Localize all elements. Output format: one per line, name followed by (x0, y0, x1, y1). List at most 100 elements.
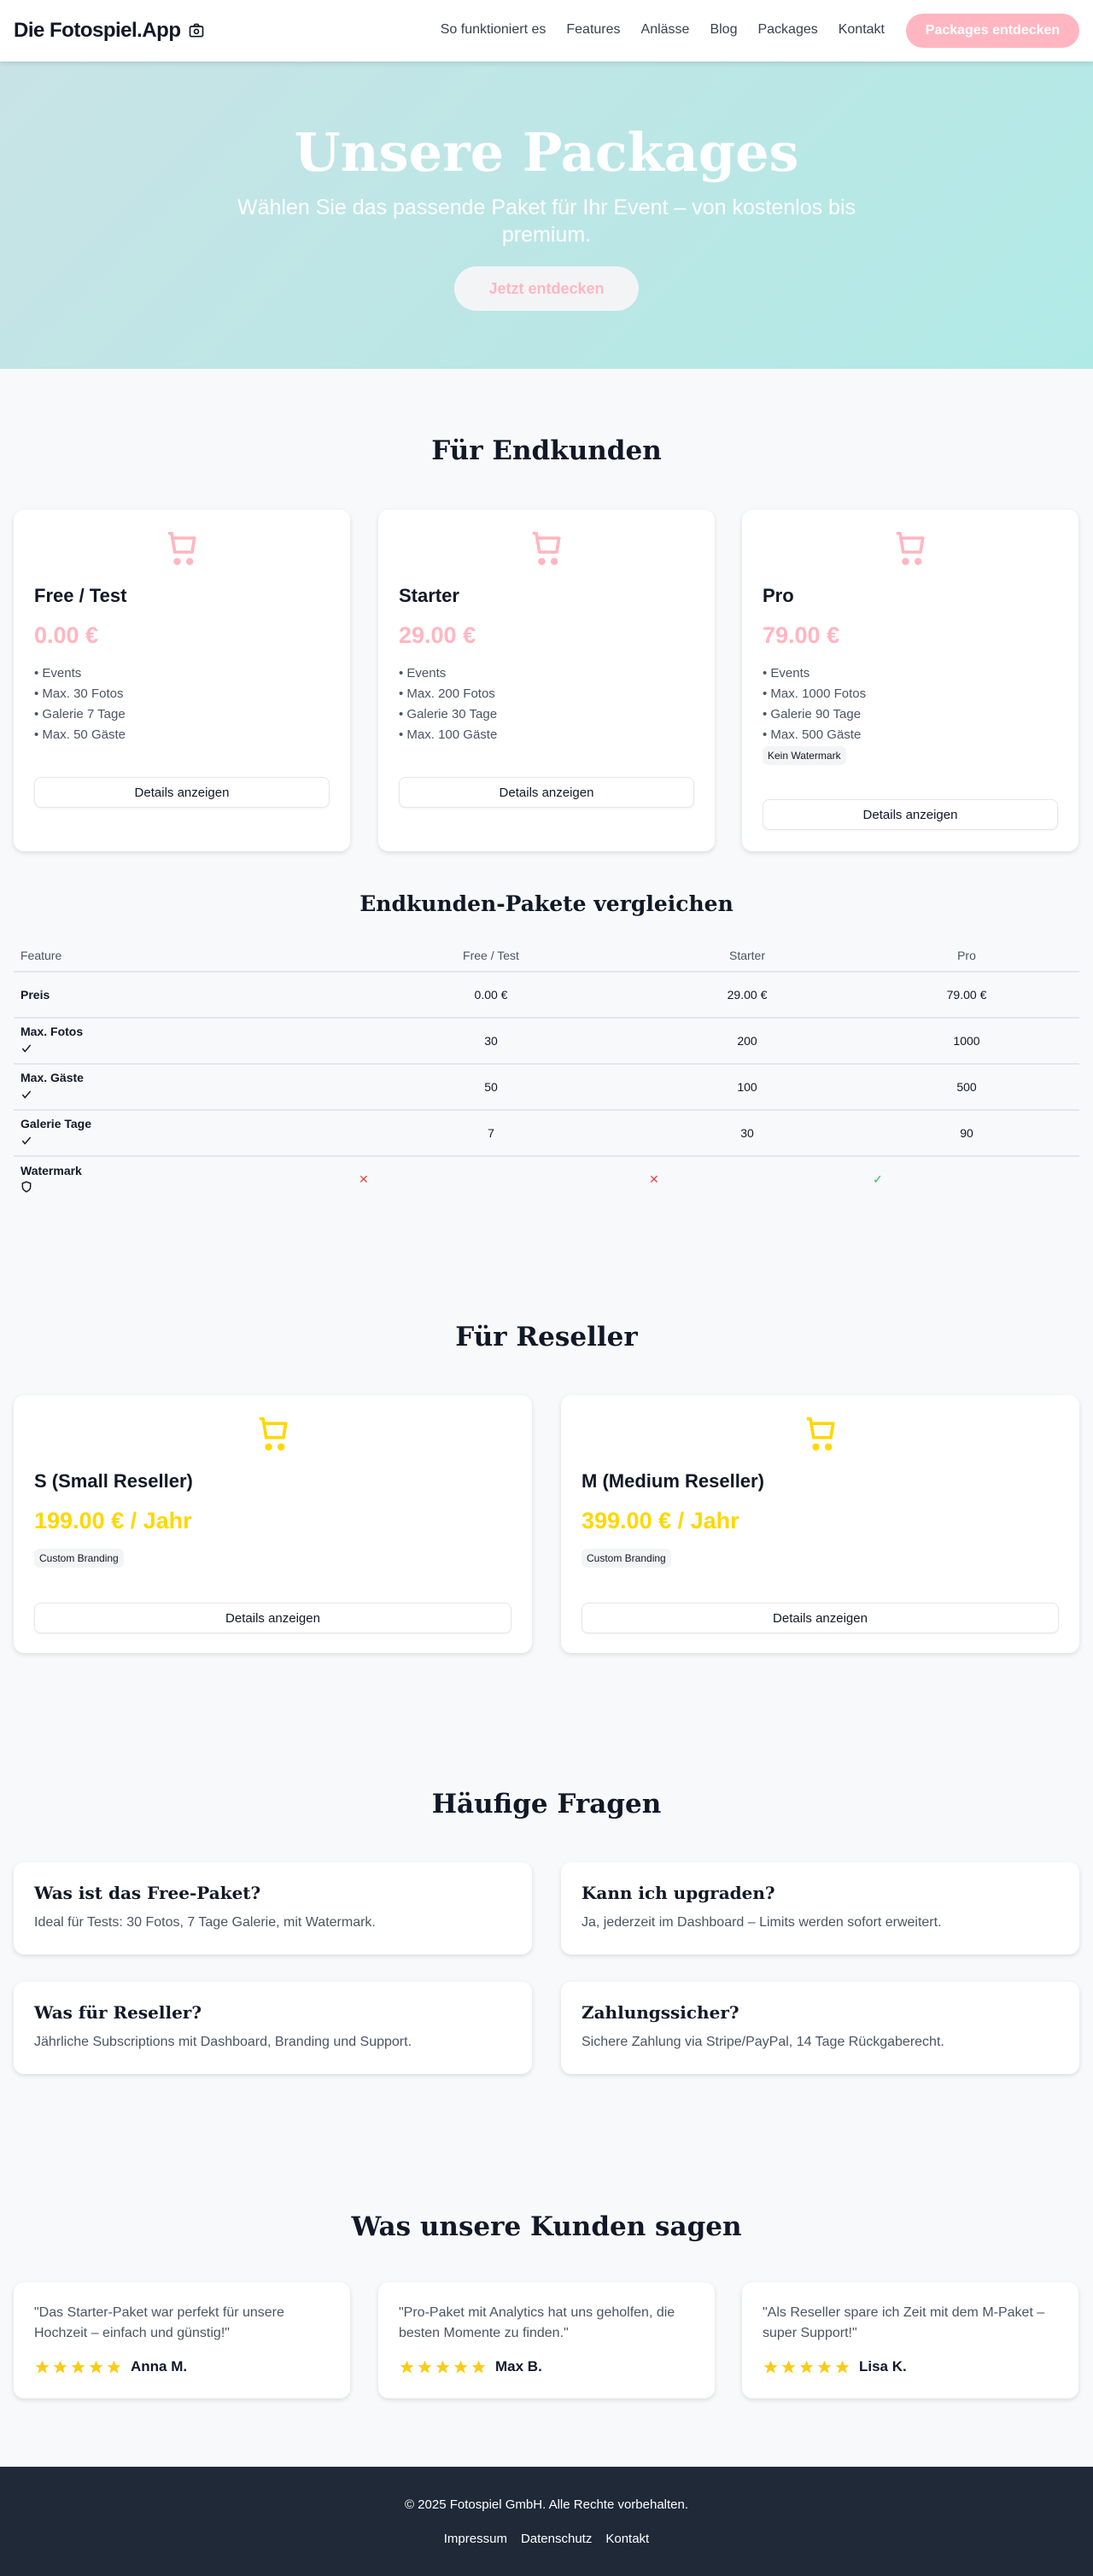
testimonial-author: Lisa K. (859, 2358, 907, 2374)
nav-packages[interactable]: Packages (757, 22, 818, 37)
faq-heading: Häufige Fragen (431, 1789, 662, 1820)
feature-item: • Max. 30 Fotos (34, 686, 124, 701)
feature-text: Max. 500 Gäste (770, 727, 862, 742)
package-card: Starter 29.00 € • Events • Max. 200 Fotos • … (378, 510, 715, 851)
cart-icon (259, 1417, 287, 1451)
faq-question: Kann ich upgraden? (582, 1883, 775, 1903)
logo[interactable]: Die Fotospiel.App (14, 19, 205, 43)
package-name: S (Small Reseller) (34, 1470, 193, 1492)
footer-link-kontakt[interactable]: Kontakt (605, 2532, 650, 2546)
jetzt-entdecken-button[interactable]: Jetzt entdecken (454, 266, 639, 311)
testimonials-heading: Was unsere Kunden sagen (351, 2211, 742, 2242)
star-icon (418, 2360, 432, 2374)
feature-item: • Galerie 90 Tage (763, 707, 862, 721)
faq-item: Was für Reseller? Jährliche Subscriptions… (14, 1982, 532, 2074)
nav-kontakt[interactable]: Kontakt (838, 22, 885, 37)
package-price: 399.00 € / Jahr (582, 1508, 739, 1533)
nav-so-funktioniert-es[interactable]: So funktioniert es (440, 22, 546, 37)
faq-question: Was ist das Free-Paket? (34, 1883, 261, 1903)
feature-text: Galerie 7 Tage (42, 707, 126, 721)
row-label: Max. Gäste (14, 1064, 342, 1111)
feature-text: Galerie 30 Tage (406, 707, 498, 721)
star-icon (400, 2360, 414, 2374)
star-icon (435, 2360, 450, 2374)
details-button[interactable]: Details anzeigen (399, 777, 694, 808)
main-nav: So funktioniert es Features Anlässe Blog… (441, 22, 885, 38)
star-icon (817, 2360, 832, 2374)
hero: Unsere Packages Wählen Sie das passende … (0, 61, 1093, 369)
package-name: Starter (399, 585, 459, 606)
compare-heading: Endkunden-Pakete vergleichen (359, 891, 734, 916)
faq-answer: Ja, jederzeit im Dashboard – Limits werd… (582, 1915, 942, 1930)
feature-item: • Max. 100 Gäste (399, 727, 498, 742)
row-label: Max. Fotos (14, 1018, 342, 1065)
row-label-text: Watermark (20, 1163, 82, 1177)
feature-text: Max. 200 Fotos (406, 686, 495, 701)
cart-icon (532, 531, 561, 565)
star-icon (71, 2360, 85, 2374)
package-price: 29.00 € (399, 622, 476, 648)
reseller-card: M (Medium Reseller) 399.00 € / Jahr Custom… (561, 1395, 1079, 1653)
feature-text: Max. 50 Gäste (42, 727, 126, 742)
package-card: Pro 79.00 € • Events • Max. 1000 Fotos • Gal… (742, 510, 1078, 851)
faq-answer: Sichere Zahlung via Stripe/PayPal, 14 Ta… (582, 2035, 944, 2049)
star-icon (453, 2360, 468, 2374)
details-button[interactable]: Details anzeigen (763, 799, 1058, 830)
footer: © 2025 Fotospiel GmbH. Alle Rechte vorbe… (0, 2467, 1093, 2576)
star-icon (781, 2360, 796, 2374)
compare-row: Preis 0.00 €29.00 €79.00 € (14, 972, 1079, 1019)
cart-icon (806, 1417, 834, 1451)
cart-icon (896, 531, 925, 565)
details-button[interactable]: Details anzeigen (582, 1603, 1059, 1633)
package-card: Free / Test 0.00 € • Events • Max. 30 Fotos… (14, 510, 350, 851)
hero-subtitle: Wählen Sie das passende Paket für Ihr Ev… (237, 196, 856, 247)
row-label: Watermark (14, 1156, 342, 1202)
col-pro: Pro (854, 939, 1079, 973)
compare-table: Feature Free / Test Starter Pro Preis 0.0… (14, 939, 1079, 1202)
cell-value: 50 (342, 1064, 640, 1111)
feature-badge: Custom Branding (582, 1549, 671, 1568)
packages-entdecken-button[interactable]: Packages entdecken (906, 14, 1079, 48)
feature-item: • Galerie 30 Tage (399, 707, 498, 721)
star-icon (763, 2360, 778, 2374)
testimonial-author: Max B. (495, 2358, 542, 2374)
nav-anlaesse[interactable]: Anlässe (640, 22, 690, 37)
nav-features[interactable]: Features (566, 22, 621, 37)
x-mark: ✕ (649, 1172, 659, 1186)
star-icon (35, 2360, 50, 2374)
details-button[interactable]: Details anzeigen (34, 1603, 511, 1633)
site-header: Die Fotospiel.App So funktioniert es Fea… (0, 0, 1093, 61)
footer-link-impressum[interactable]: Impressum (443, 2532, 507, 2546)
star-icon (89, 2360, 103, 2374)
faq-question: Zahlungssicher? (582, 2002, 739, 2023)
compare-row: Galerie Tage 7 30 90 (14, 1110, 1079, 1157)
cell-value: 1000 (854, 1018, 1079, 1065)
row-label-text: Preis (20, 988, 50, 1002)
feature-item: • Max. 200 Fotos (399, 686, 495, 701)
star-rating: Lisa K. (763, 2358, 907, 2375)
col-free: Free / Test (342, 939, 640, 973)
check-icon (21, 1090, 32, 1099)
star-icon (835, 2360, 850, 2374)
cart-icon (167, 531, 196, 565)
star-rating: Max B. (399, 2358, 542, 2375)
copyright: © 2025 Fotospiel GmbH. Alle Rechte vorbe… (404, 2497, 689, 2512)
details-button[interactable]: Details anzeigen (34, 777, 330, 808)
col-starter: Starter (640, 939, 854, 973)
nav-blog[interactable]: Blog (710, 22, 738, 37)
star-icon (799, 2360, 814, 2374)
footer-link-datenschutz[interactable]: Datenschutz (520, 2532, 593, 2546)
cell-value: 100 (640, 1064, 854, 1111)
feature-item: • Galerie 7 Tage (34, 707, 126, 721)
feature-item: • Max. 1000 Fotos (763, 686, 867, 701)
star-icon (53, 2360, 67, 2374)
faq-answer: Ideal für Tests: 30 Fotos, 7 Tage Galeri… (34, 1915, 376, 1930)
faq-item: Zahlungssicher? Sichere Zahlung via Strip… (561, 1982, 1079, 2074)
feature-text: Max. 100 Gäste (406, 727, 498, 742)
check-icon (21, 1044, 32, 1053)
row-label: Galerie Tage (14, 1110, 342, 1157)
feature-list: • Events • Max. 1000 Fotos • Galerie 90 Ta… (763, 663, 866, 766)
testimonial-card: "Pro-Paket mit Analytics hat uns geholfe… (378, 2282, 715, 2398)
package-price: 0.00 € (34, 622, 99, 648)
endkunden-heading: Für Endkunden (431, 435, 662, 466)
